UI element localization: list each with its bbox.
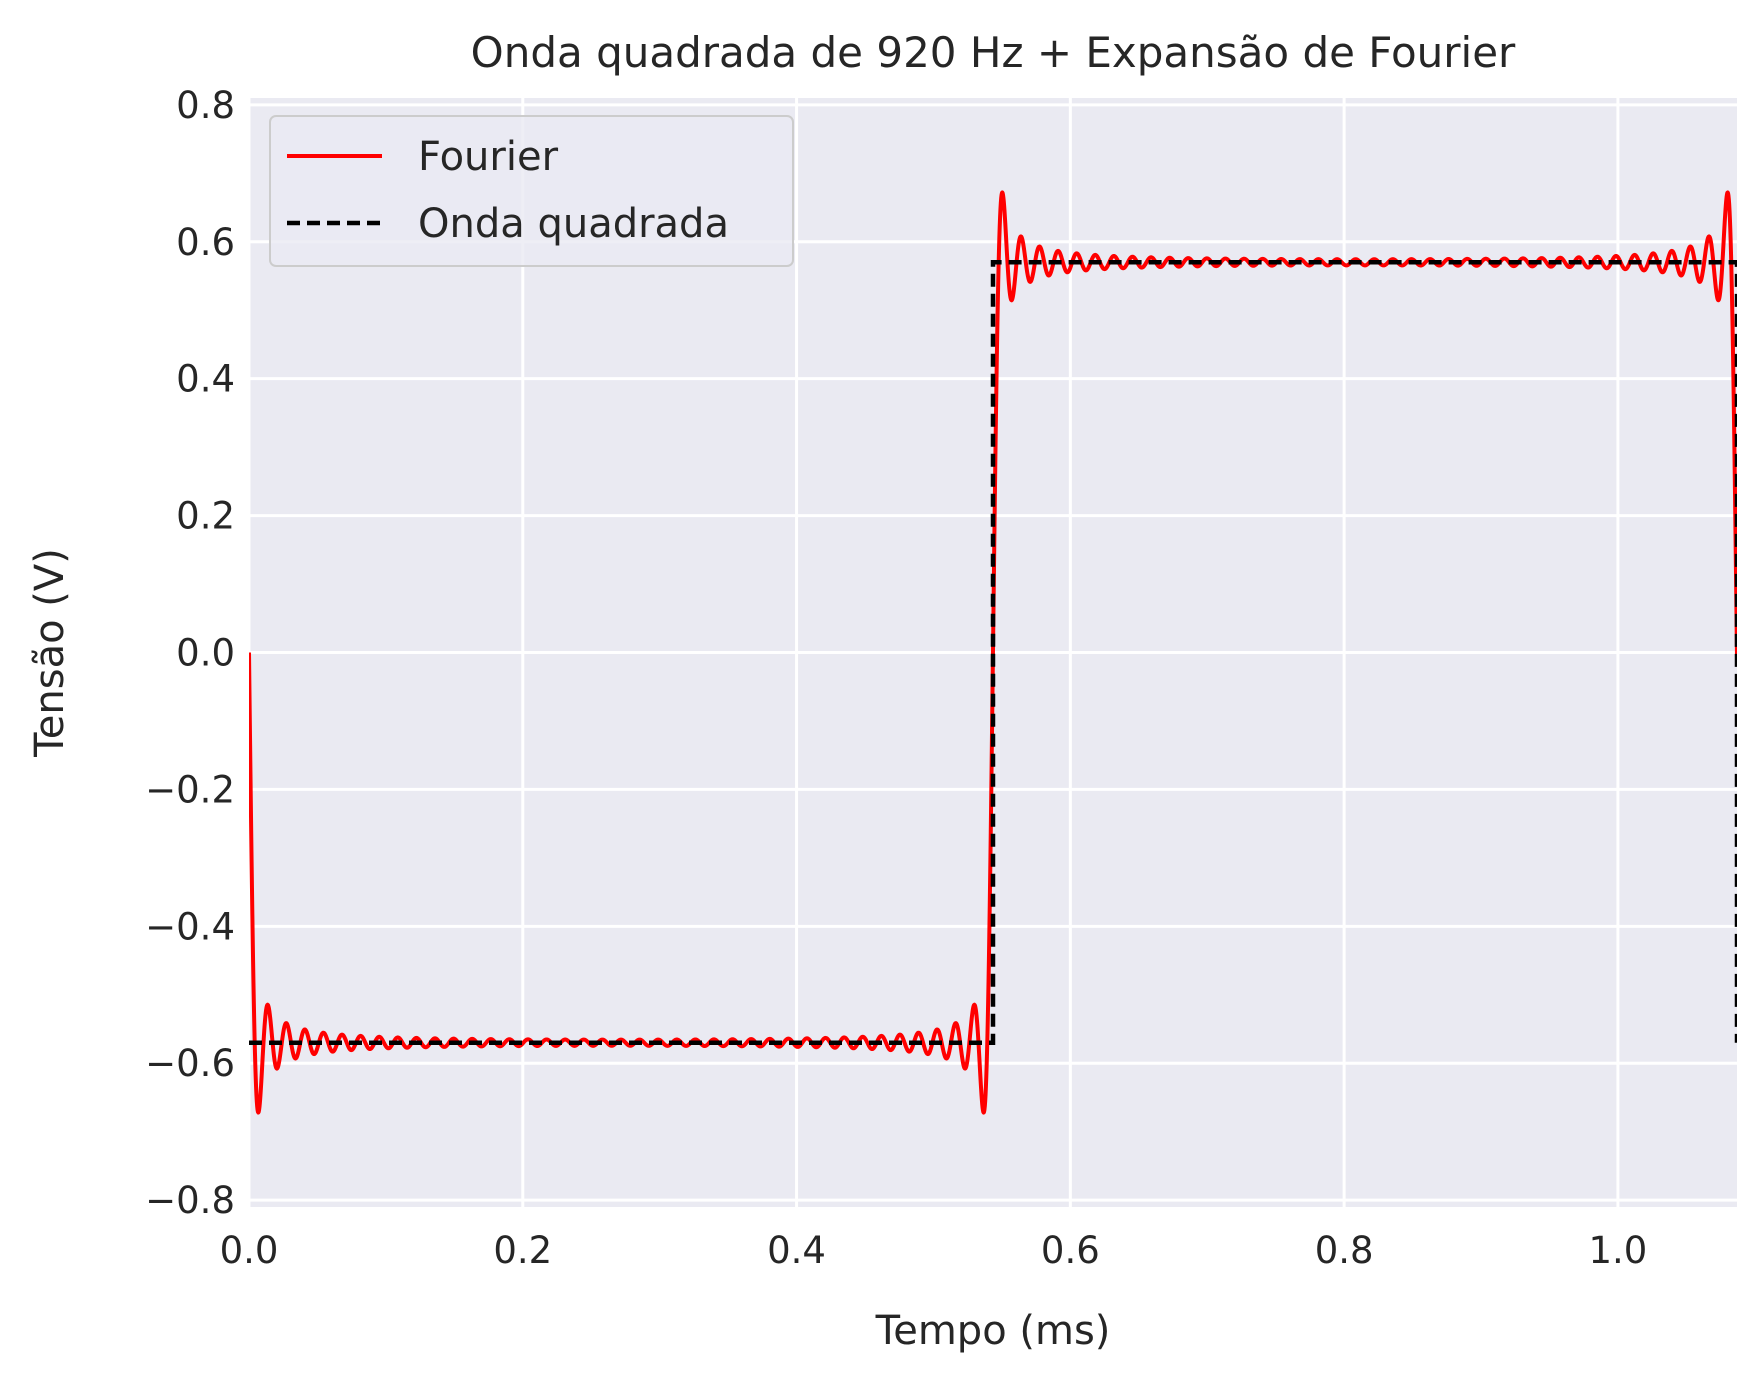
x-tick-label: 0.4 <box>767 1229 826 1272</box>
x-axis-ticks: 0.0 0.2 0.4 0.6 0.8 1.0 <box>220 1229 1648 1272</box>
x-tick-label: 0.0 <box>220 1229 279 1272</box>
chart-title: Onda quadrada de 920 Hz + Expansão de Fo… <box>471 28 1516 77</box>
y-tick-label: −0.8 <box>145 1179 235 1222</box>
x-tick-label: 0.8 <box>1315 1229 1374 1272</box>
y-tick-label: 0.0 <box>176 632 235 675</box>
y-tick-label: −0.6 <box>145 1042 235 1085</box>
x-axis-label: Tempo (ms) <box>875 1308 1111 1354</box>
legend-box <box>269 115 794 267</box>
y-tick-label: 0.8 <box>176 84 235 127</box>
y-tick-label: 0.6 <box>176 221 235 264</box>
x-tick-label: 0.2 <box>493 1229 552 1272</box>
legend-label-fourier: Fourier <box>418 134 559 180</box>
x-tick-label: 1.0 <box>1588 1229 1647 1272</box>
legend: Fourier Onda quadrada <box>269 115 794 267</box>
square-wave-line <box>249 260 1737 1045</box>
x-tick-label: 0.6 <box>1041 1229 1100 1272</box>
y-tick-label: −0.4 <box>145 905 235 948</box>
y-tick-label: −0.2 <box>145 768 235 811</box>
legend-label-square-wave: Onda quadrada <box>418 201 729 247</box>
y-tick-label: 0.4 <box>176 358 235 401</box>
y-tick-label: 0.2 <box>176 495 235 538</box>
y-axis-label: Tensão (V) <box>27 548 73 758</box>
y-axis-ticks: −0.8 −0.6 −0.4 −0.2 0.0 0.2 0.4 0.6 0.8 <box>145 84 235 1222</box>
